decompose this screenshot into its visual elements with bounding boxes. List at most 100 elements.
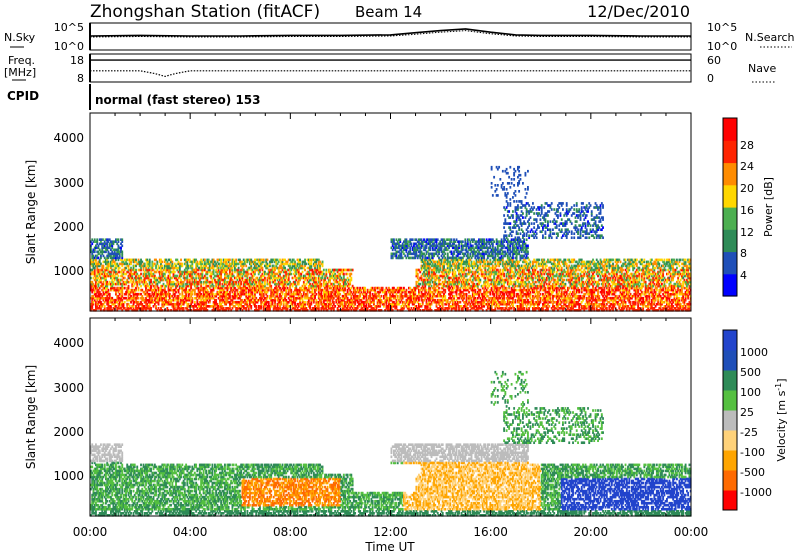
power-panel: Slant Range [km] 1000 2000 3000 4000 4 8… [24, 113, 775, 312]
heatmap-cell [399, 238, 401, 241]
freq-left-label-line2: [MHz] [4, 66, 36, 79]
heatmap-cell [347, 273, 349, 276]
heatmap-cell [304, 259, 306, 262]
heatmap-cell [150, 307, 152, 310]
heatmap-cell [144, 263, 146, 266]
heatmap-cell [352, 269, 354, 272]
heatmap-cell [290, 273, 292, 276]
heatmap-cell [161, 261, 163, 264]
heatmap-cell [124, 301, 126, 304]
heatmap-cell [364, 287, 366, 290]
heatmap-cell [323, 269, 325, 272]
heatmap-cell [179, 293, 181, 296]
heatmap-cell [393, 238, 395, 241]
heatmap-cell [171, 261, 173, 264]
nave-right-label: Nave [748, 62, 776, 75]
heatmap-cell [350, 277, 352, 280]
heatmap-cell [397, 295, 399, 298]
heatmap-cell [183, 307, 185, 310]
heatmap-cell [118, 238, 120, 241]
n-sky-series-line [90, 29, 691, 36]
heatmap-cell [459, 301, 461, 304]
heatmap-cell [235, 259, 237, 262]
heatmap-cell [334, 305, 336, 308]
heatmap-cell [350, 273, 352, 276]
heatmap-cell [343, 273, 345, 276]
heatmap-cell [267, 295, 269, 298]
cpid-label: CPID [7, 89, 39, 103]
cpid-mode-text: normal (fast stereo) 153 [95, 93, 261, 107]
heatmap-cell [161, 265, 163, 268]
heatmap-cell [263, 259, 265, 262]
heatmap-cell [238, 267, 240, 270]
heatmap-cell [290, 289, 292, 292]
beam-label: Beam 14 [355, 3, 422, 21]
heatmap-cell [140, 273, 142, 276]
frequency-panel: Freq. [MHz] 18 8 60 0 Nave [4, 54, 776, 85]
heatmap-cell [333, 301, 335, 304]
heatmap-cell [121, 251, 123, 254]
heatmap-cell [250, 305, 252, 308]
heatmap-cell [339, 293, 341, 296]
heatmap-cell [149, 259, 151, 262]
noise-right-label: N.Search [745, 31, 795, 44]
nave-right-tick-bottom: 0 [707, 72, 714, 85]
heatmap-cell [264, 277, 266, 280]
heatmap-cell [403, 287, 405, 290]
heatmap-cell [200, 281, 202, 284]
heatmap-cell [284, 267, 286, 270]
heatmap-cell [304, 269, 306, 272]
heatmap-cell [215, 299, 217, 302]
freq-left-tick-bottom: 8 [77, 72, 84, 85]
heatmap-cell [419, 283, 421, 286]
heatmap-cell [417, 273, 419, 276]
heatmap-cell [124, 277, 126, 280]
heatmap-cell [315, 277, 317, 280]
heatmap-cell [128, 285, 130, 288]
frequency-panel-frame [90, 54, 691, 82]
heatmap-cell [150, 279, 152, 282]
heatmap-cell [174, 271, 176, 274]
heatmap-cell [444, 289, 446, 292]
heatmap-cell [411, 243, 413, 246]
heatmap-cell [304, 301, 306, 304]
heatmap-cell [302, 271, 304, 274]
heatmap-cell [262, 267, 264, 270]
heatmap-cell [294, 261, 296, 264]
heatmap-cell [180, 259, 182, 262]
heatmap-cell [325, 269, 327, 272]
heatmap-cell [204, 259, 206, 262]
heatmap-cell [270, 285, 272, 288]
heatmap-cell [121, 245, 123, 248]
heatmap-cell [382, 287, 384, 290]
heatmap-cell [454, 271, 456, 274]
heatmap-cell [406, 289, 408, 292]
heatmap-cell [267, 259, 269, 262]
heatmap-cell [439, 279, 441, 282]
noise-left-tick-top: 10^5 [54, 21, 84, 34]
date-label: 12/Dec/2010 [587, 2, 690, 21]
heatmap-cell [320, 283, 322, 286]
noise-right-tick-bottom: 10^0 [707, 40, 737, 53]
heatmap-cell [437, 238, 439, 241]
heatmap-cell [181, 263, 183, 266]
heatmap-cell [268, 301, 270, 304]
heatmap-cell [156, 261, 158, 264]
heatmap-cell [381, 295, 383, 298]
cpid-panel: CPID normal (fast stereo) 153 [7, 84, 261, 110]
heatmap-cell [103, 265, 105, 268]
heatmap-cell [206, 277, 208, 280]
heatmap-cell [438, 287, 440, 290]
heatmap-cell [229, 259, 231, 262]
heatmap-cell [138, 297, 140, 300]
heatmap-cell [315, 293, 317, 296]
heatmap-cell [464, 238, 466, 241]
heatmap-cell [305, 263, 307, 266]
heatmap-cell [140, 277, 142, 280]
heatmap-cell [121, 238, 123, 241]
heatmap-cell [118, 275, 120, 278]
heatmap-cell [299, 259, 301, 262]
heatmap-cell [135, 269, 137, 272]
